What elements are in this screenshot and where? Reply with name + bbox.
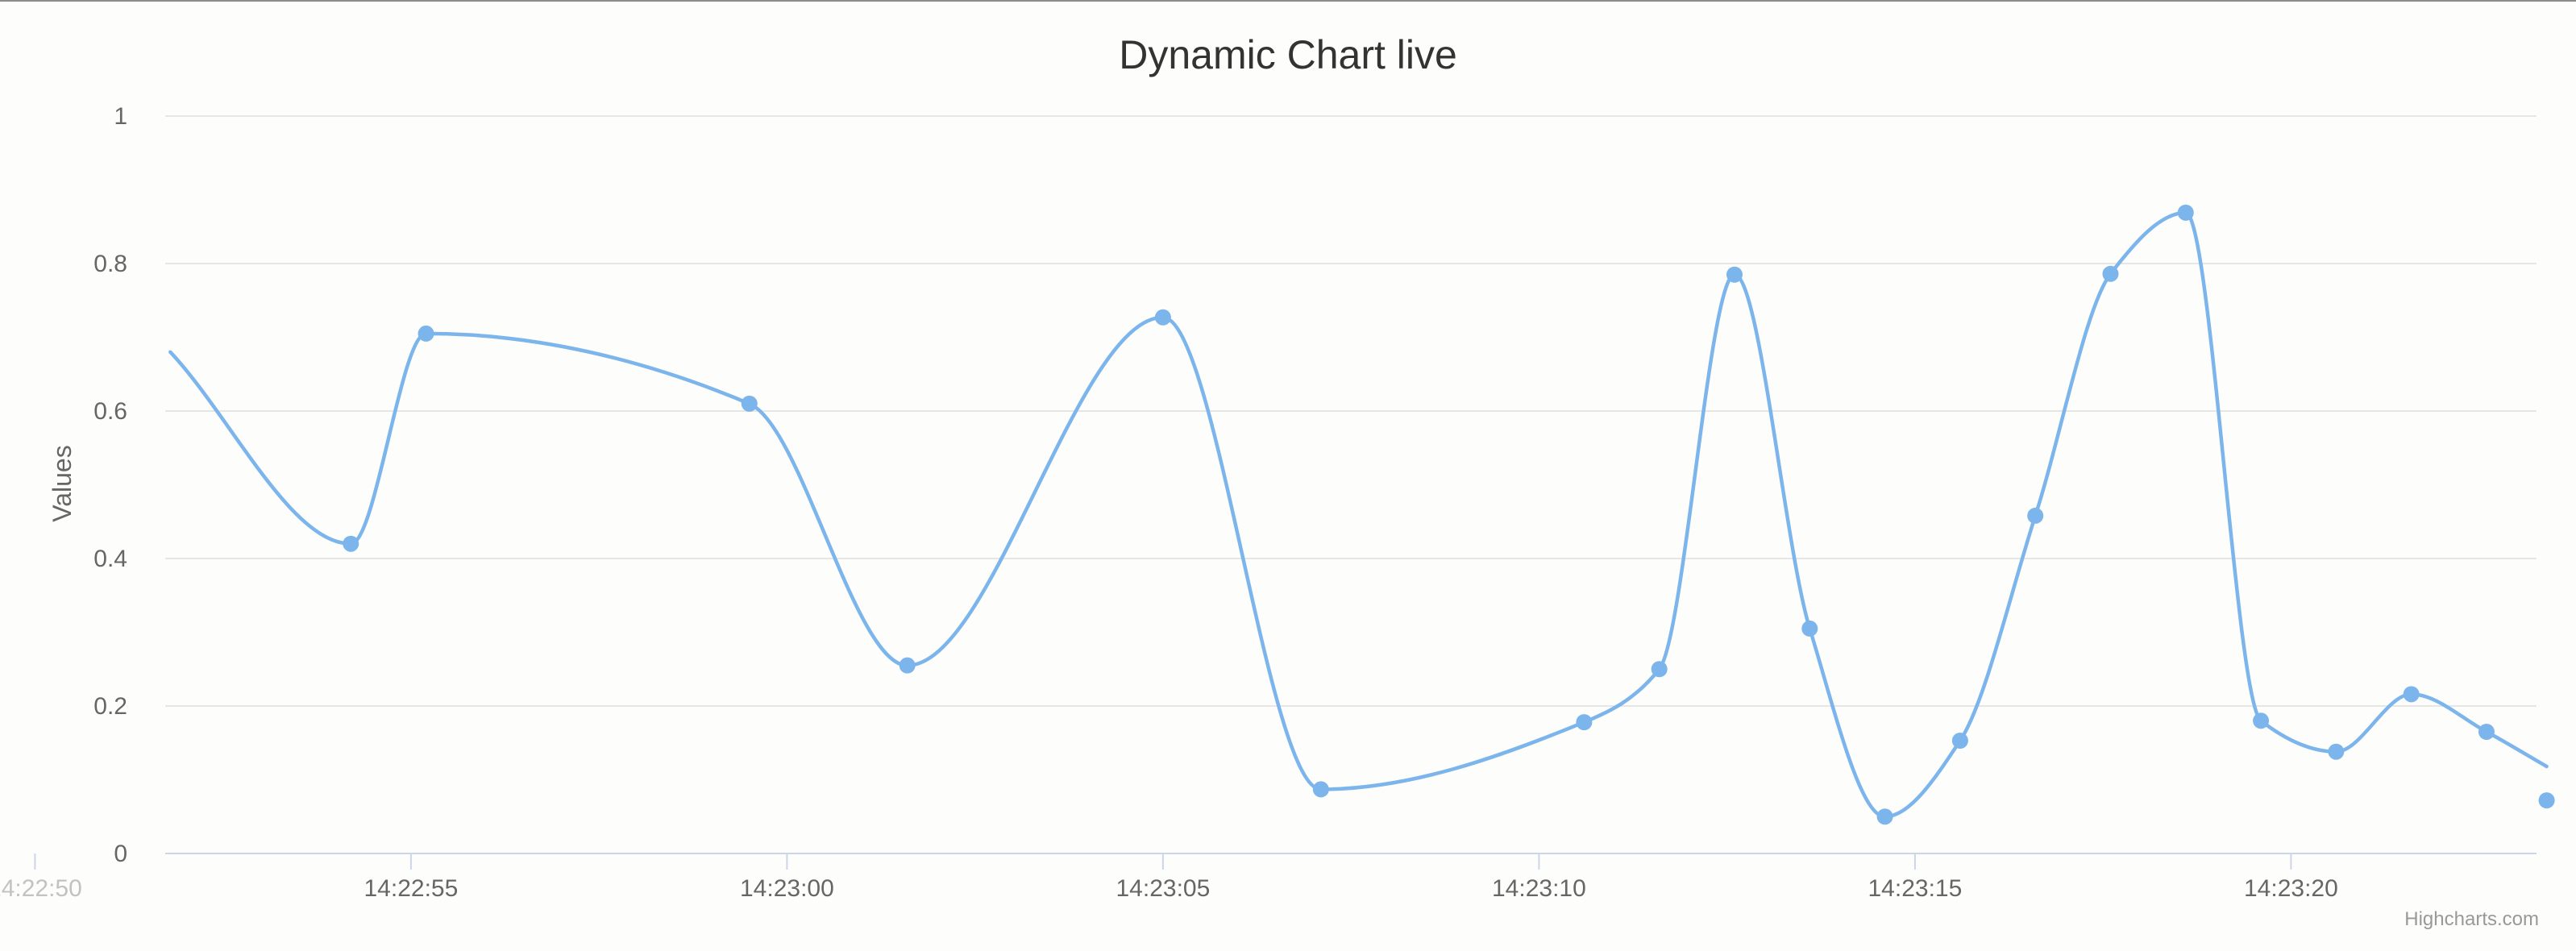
top-border: [0, 0, 2576, 2]
y-tick-label: 0.6: [93, 398, 127, 425]
x-tick-label: 14:23:00: [740, 875, 834, 902]
x-tick-label: 14:22:55: [364, 875, 459, 902]
data-point[interactable]: [418, 325, 434, 342]
data-point[interactable]: [741, 395, 758, 412]
data-point[interactable]: [899, 657, 916, 674]
data-point[interactable]: [1312, 781, 1329, 798]
data-point[interactable]: [1801, 620, 1818, 637]
data-point[interactable]: [1154, 309, 1171, 326]
y-tick-label: 0: [114, 841, 127, 867]
x-tick-label: 14:23:20: [2244, 875, 2338, 902]
data-point[interactable]: [2403, 686, 2420, 703]
y-tick-label: 0.8: [93, 251, 127, 277]
data-point[interactable]: [2027, 507, 2044, 524]
data-point[interactable]: [343, 535, 359, 552]
x-tick-label: 14:23:05: [1116, 875, 1211, 902]
data-point[interactable]: [2253, 712, 2270, 729]
y-axis-title: Values: [48, 445, 77, 521]
x-axis-labels: 14:22:50 14:22:55 14:23:00 14:23:05 14:23:10…: [0, 875, 2338, 902]
data-point[interactable]: [2478, 724, 2495, 741]
y-tick-label: 0.2: [93, 693, 127, 720]
data-point[interactable]: [1876, 808, 1893, 825]
y-tick-label: 0.4: [93, 546, 127, 572]
x-tick-label: 14:22:50: [0, 875, 82, 902]
x-tick-label: 14:23:10: [1492, 875, 1586, 902]
data-point[interactable]: [2177, 204, 2194, 221]
data-point[interactable]: [1651, 661, 1668, 678]
chart-title: Dynamic Chart live: [1119, 32, 1457, 77]
data-point[interactable]: [1726, 266, 1743, 283]
data-point[interactable]: [1576, 714, 1593, 731]
y-grid: [165, 115, 2537, 707]
x-axis-ticks: [34, 853, 2292, 870]
y-tick-label: 1: [114, 103, 127, 130]
series-points: [343, 204, 2555, 825]
data-point[interactable]: [2102, 265, 2119, 282]
data-point[interactable]: [1951, 733, 1968, 750]
data-point[interactable]: [2328, 743, 2345, 760]
x-tick-label: 14:23:15: [1868, 875, 1963, 902]
series-line: [168, 210, 2549, 819]
y-axis-labels: 0 0.2 0.4 0.6 0.8 1: [93, 103, 127, 867]
credits-link[interactable]: Highcharts.com: [2404, 908, 2539, 930]
data-point[interactable]: [2538, 792, 2555, 809]
